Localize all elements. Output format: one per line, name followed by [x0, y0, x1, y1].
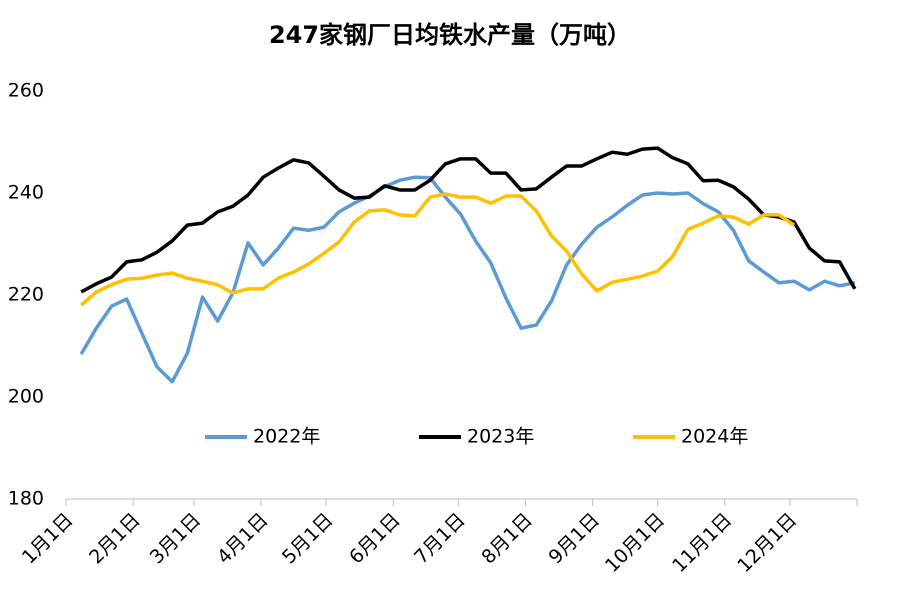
chart-title: 247家钢厂日均铁水产量（万吨）: [269, 21, 631, 49]
x-tick-label: 12月1日: [733, 509, 801, 577]
x-tick-label: 1月1日: [18, 509, 78, 569]
x-tick-label: 7月1日: [410, 509, 470, 569]
x-tick-label: 4月1日: [213, 509, 273, 569]
y-tick-label: 200: [8, 386, 44, 408]
legend-label: 2024年: [681, 426, 748, 448]
x-tick-label: 11月1日: [668, 509, 736, 577]
y-tick-label: 220: [8, 284, 44, 306]
x-tick-label: 6月1日: [345, 509, 405, 569]
series-line: [80, 192, 796, 307]
x-tick-label: 10月1日: [601, 509, 669, 577]
legend-label: 2023年: [467, 426, 534, 448]
x-tick-label: 8月1日: [477, 509, 537, 569]
legend-label: 2022年: [253, 426, 320, 448]
x-tick-label: 5月1日: [278, 509, 338, 569]
series-line: [79, 175, 856, 384]
x-tick-label: 3月1日: [146, 509, 206, 569]
y-tick-label: 260: [8, 80, 44, 102]
series-line: [80, 146, 857, 294]
y-tick-label: 240: [8, 182, 44, 204]
x-tick-label: 2月1日: [85, 509, 145, 569]
x-tick-label: 9月1日: [545, 509, 605, 569]
y-tick-label: 180: [8, 488, 44, 510]
